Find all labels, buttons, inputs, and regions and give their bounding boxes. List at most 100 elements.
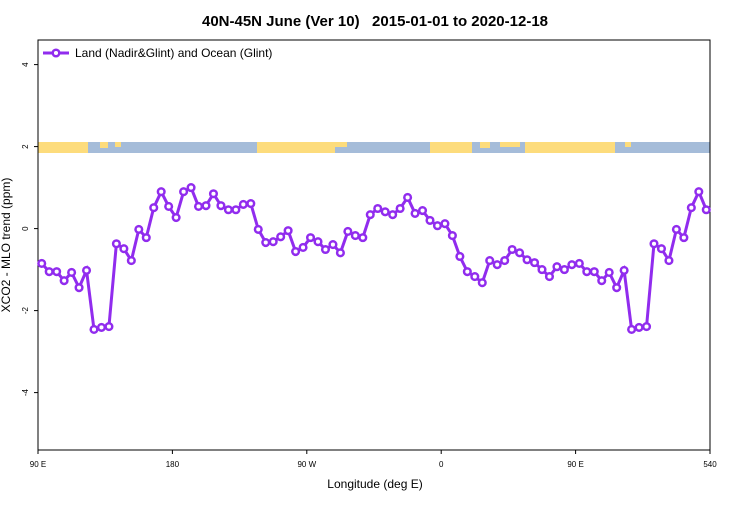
data-point (634, 322, 644, 332)
x-tick-label: 90 E (567, 460, 583, 469)
data-point (649, 239, 659, 249)
data-point (515, 248, 525, 258)
x-tick-label: 540 (703, 460, 717, 469)
x-tick-label: 90 W (297, 460, 316, 469)
data-point (522, 255, 532, 265)
x-axis-label: Longitude (deg E) (327, 477, 422, 491)
data-point (544, 272, 555, 282)
data-point (395, 203, 405, 214)
data-point (612, 283, 622, 293)
data-point (686, 203, 696, 213)
land-band (100, 142, 108, 148)
data-point (141, 233, 151, 243)
chart-title: 40N-45N June (Ver 10) 2015-01-01 to 2020… (202, 13, 548, 30)
ocean-band (38, 142, 710, 153)
data-point (283, 226, 293, 236)
data-point (298, 242, 308, 253)
data-point (216, 201, 226, 211)
data-point (410, 208, 420, 218)
land-band (480, 142, 490, 148)
data-point (149, 203, 159, 213)
data-point (559, 265, 569, 275)
data-point (567, 260, 577, 270)
data-point (119, 244, 129, 254)
data-point (126, 256, 136, 266)
data-point (552, 262, 562, 272)
data-point (320, 244, 331, 255)
data-point (619, 265, 629, 275)
data-point (447, 231, 457, 241)
x-tick-label: 180 (166, 460, 180, 469)
data-point (664, 256, 674, 266)
data-point (164, 201, 174, 212)
data-point (373, 203, 383, 214)
data-point (96, 322, 107, 332)
data-point (432, 221, 443, 231)
y-tick-label: 0 (21, 226, 30, 231)
data-point (104, 322, 114, 332)
land-band (430, 142, 472, 153)
data-point (261, 237, 271, 248)
y-tick-label: -4 (21, 388, 30, 396)
data-point (597, 276, 607, 286)
data-point (231, 205, 241, 215)
data-point (253, 224, 263, 234)
data-point (111, 239, 121, 249)
data-point (537, 265, 547, 275)
data-point (365, 210, 375, 220)
data-point (574, 258, 584, 269)
data-point (268, 237, 278, 247)
data-point (193, 201, 204, 212)
data-point (440, 219, 450, 229)
data-point (350, 231, 360, 241)
data-point (462, 267, 472, 277)
data-point (67, 267, 77, 278)
data-point (656, 244, 667, 254)
data-point (477, 278, 487, 288)
data-point (328, 240, 338, 250)
data-point (246, 199, 256, 209)
data-point (507, 244, 517, 255)
data-point (134, 224, 144, 234)
y-axis-label: XCO2 - MLO trend (ppm) (0, 178, 13, 313)
data-point (455, 251, 465, 262)
land-band (335, 142, 347, 147)
data-point (701, 205, 711, 215)
data-point (81, 265, 92, 275)
data-point (604, 267, 614, 278)
land-band (115, 142, 121, 147)
data-point (485, 256, 495, 266)
land-ocean-strip (38, 142, 710, 153)
data-point (470, 272, 480, 282)
data-point (403, 192, 413, 202)
land-band (38, 142, 88, 153)
land-band (625, 142, 631, 147)
data-point (627, 324, 637, 335)
data-point (186, 183, 196, 193)
data-point (223, 205, 233, 215)
data-point (380, 207, 390, 217)
data-point (343, 226, 353, 237)
data-point (305, 233, 316, 243)
data-point (276, 232, 286, 242)
y-tick-label: 4 (21, 62, 30, 67)
data-point (179, 187, 189, 197)
data-point (492, 260, 502, 270)
plot-frame (37, 39, 711, 451)
y-tick-label: 2 (21, 144, 30, 149)
data-point (171, 212, 181, 223)
data-point (358, 233, 368, 243)
data-point (589, 267, 599, 277)
x-tick-label: 0 (439, 460, 444, 469)
data-point (208, 189, 219, 199)
data-point (74, 283, 84, 293)
data-point (59, 276, 69, 286)
data-point (335, 248, 345, 258)
data-point (388, 210, 398, 220)
data-point (238, 199, 248, 209)
land-band (257, 142, 335, 153)
data-point (671, 224, 681, 234)
legend-marker (51, 48, 61, 58)
